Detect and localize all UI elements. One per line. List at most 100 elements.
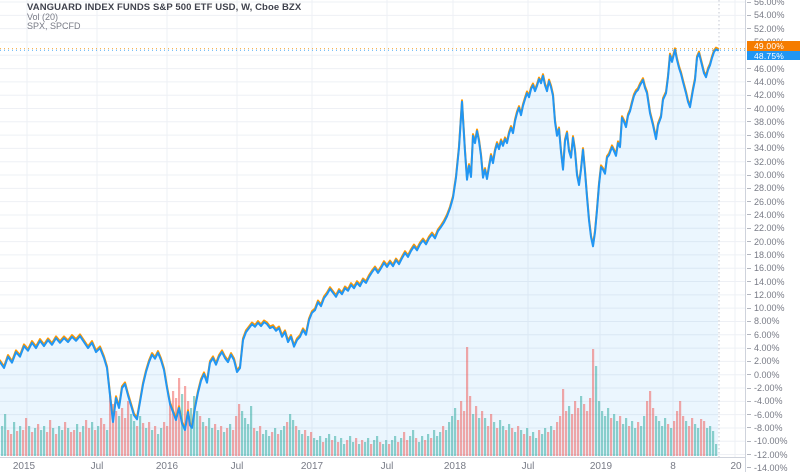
volume-bar — [199, 416, 202, 456]
volume-bar — [460, 401, 463, 456]
volume-bar — [172, 391, 175, 456]
legend-volume-indicator[interactable]: Vol (20) — [27, 11, 59, 22]
volume-bar — [619, 416, 622, 456]
volume-bar — [28, 426, 31, 456]
symbol-title[interactable]: VANGUARD INDEX FUNDS S&P 500 ETF USD, W,… — [27, 2, 302, 13]
price-tick-mark — [747, 320, 751, 322]
volume-bar — [34, 428, 37, 456]
price-tick-label: 30.00% — [754, 170, 785, 181]
price-tick-label: 44.00% — [754, 76, 785, 87]
volume-bar — [652, 408, 655, 456]
volume-bar — [67, 428, 70, 456]
price-tick-mark — [747, 281, 751, 283]
volume-bar — [496, 428, 499, 456]
volume-bar — [559, 416, 562, 456]
volume-bar — [193, 396, 196, 456]
volume-bar — [256, 431, 259, 456]
volume-bar — [673, 421, 676, 456]
volume-bar — [301, 434, 304, 456]
price-tick-label: 20.00% — [754, 236, 785, 247]
volume-bar — [520, 430, 523, 456]
volume-bar — [37, 424, 40, 456]
volume-bar — [397, 442, 400, 456]
volume-bar — [694, 424, 697, 456]
time-scale[interactable]: 2015 Jul 2016 Jul 2017 Jul 2018 Jul 2019 8 20 — [0, 457, 745, 472]
volume-bar — [106, 430, 109, 456]
volume-bar — [232, 430, 235, 456]
volume-bar — [157, 434, 160, 456]
volume-bar — [280, 430, 283, 456]
volume-bar — [196, 411, 199, 456]
volume-bar — [13, 422, 16, 456]
volume-bar — [361, 440, 364, 456]
time-tick-label: 2016 — [155, 461, 179, 472]
price-tick-label: 36.00% — [754, 130, 785, 141]
volume-bar — [328, 434, 331, 456]
volume-bar — [601, 411, 604, 456]
price-tick-mark — [747, 147, 751, 149]
volume-bar — [247, 424, 250, 456]
volume-bar — [7, 430, 10, 456]
price-tick-label: 22.00% — [754, 223, 785, 234]
volume-bar — [148, 422, 151, 456]
volume-bar — [592, 349, 595, 456]
volume-bar — [355, 438, 358, 456]
volume-bar — [244, 418, 247, 456]
volume-bar — [688, 426, 691, 456]
volume-bar — [58, 426, 61, 456]
volume-bar — [340, 438, 343, 456]
price-scale[interactable]: 49.00% 48.75% 56.00%54.00%52.00%50.00%48… — [745, 0, 800, 472]
volume-bar — [628, 426, 631, 456]
price-tick-mark — [747, 454, 751, 456]
volume-bar — [562, 389, 565, 456]
volume-bar — [307, 436, 310, 456]
volume-bar — [583, 404, 586, 456]
price-tick-mark — [747, 334, 751, 336]
volume-bar — [406, 440, 409, 456]
price-tick-mark — [747, 467, 751, 469]
volume-bar — [529, 436, 532, 456]
volume-bar — [346, 440, 349, 456]
volume-bar — [238, 404, 241, 456]
legend-compare-symbol[interactable]: SPX, SPCFD — [27, 21, 81, 31]
volume-bar — [109, 396, 112, 456]
volume-bar — [385, 440, 388, 456]
volume-bar — [178, 378, 181, 456]
volume-bar — [190, 408, 193, 456]
volume-bar — [277, 434, 280, 456]
volume-bar — [25, 418, 28, 456]
volume-bar — [604, 416, 607, 456]
price-tick-label: -4.00% — [754, 396, 783, 407]
volume-bar — [544, 428, 547, 456]
volume-bar — [622, 424, 625, 456]
voo-price-line[interactable] — [0, 48, 719, 431]
volume-bar — [325, 438, 328, 456]
volume-bar — [697, 428, 700, 456]
volume-bar — [703, 421, 706, 456]
volume-bar — [637, 422, 640, 456]
volume-bar — [31, 432, 34, 456]
volume-bar — [112, 404, 115, 456]
volume-bar — [664, 418, 667, 456]
price-tick-mark — [747, 187, 751, 189]
price-tick-mark — [747, 254, 751, 256]
volume-bar — [100, 418, 103, 456]
volume-bar — [169, 401, 172, 456]
price-tick-label: 18.00% — [754, 249, 785, 260]
volume-bar — [1, 426, 4, 456]
volume-bar — [82, 426, 85, 456]
volume-bar — [151, 430, 154, 456]
volume-bar — [541, 434, 544, 456]
price-tick-label: -12.00% — [754, 449, 788, 460]
volume-bar — [493, 422, 496, 456]
volume-bar — [16, 431, 19, 456]
volume-bar — [556, 422, 559, 456]
volume-bar — [481, 411, 484, 456]
volume-bar — [214, 424, 217, 456]
volume-bar — [685, 421, 688, 456]
volume-bar — [334, 436, 337, 456]
volume-bar — [466, 347, 469, 456]
price-tick-mark — [747, 307, 751, 309]
